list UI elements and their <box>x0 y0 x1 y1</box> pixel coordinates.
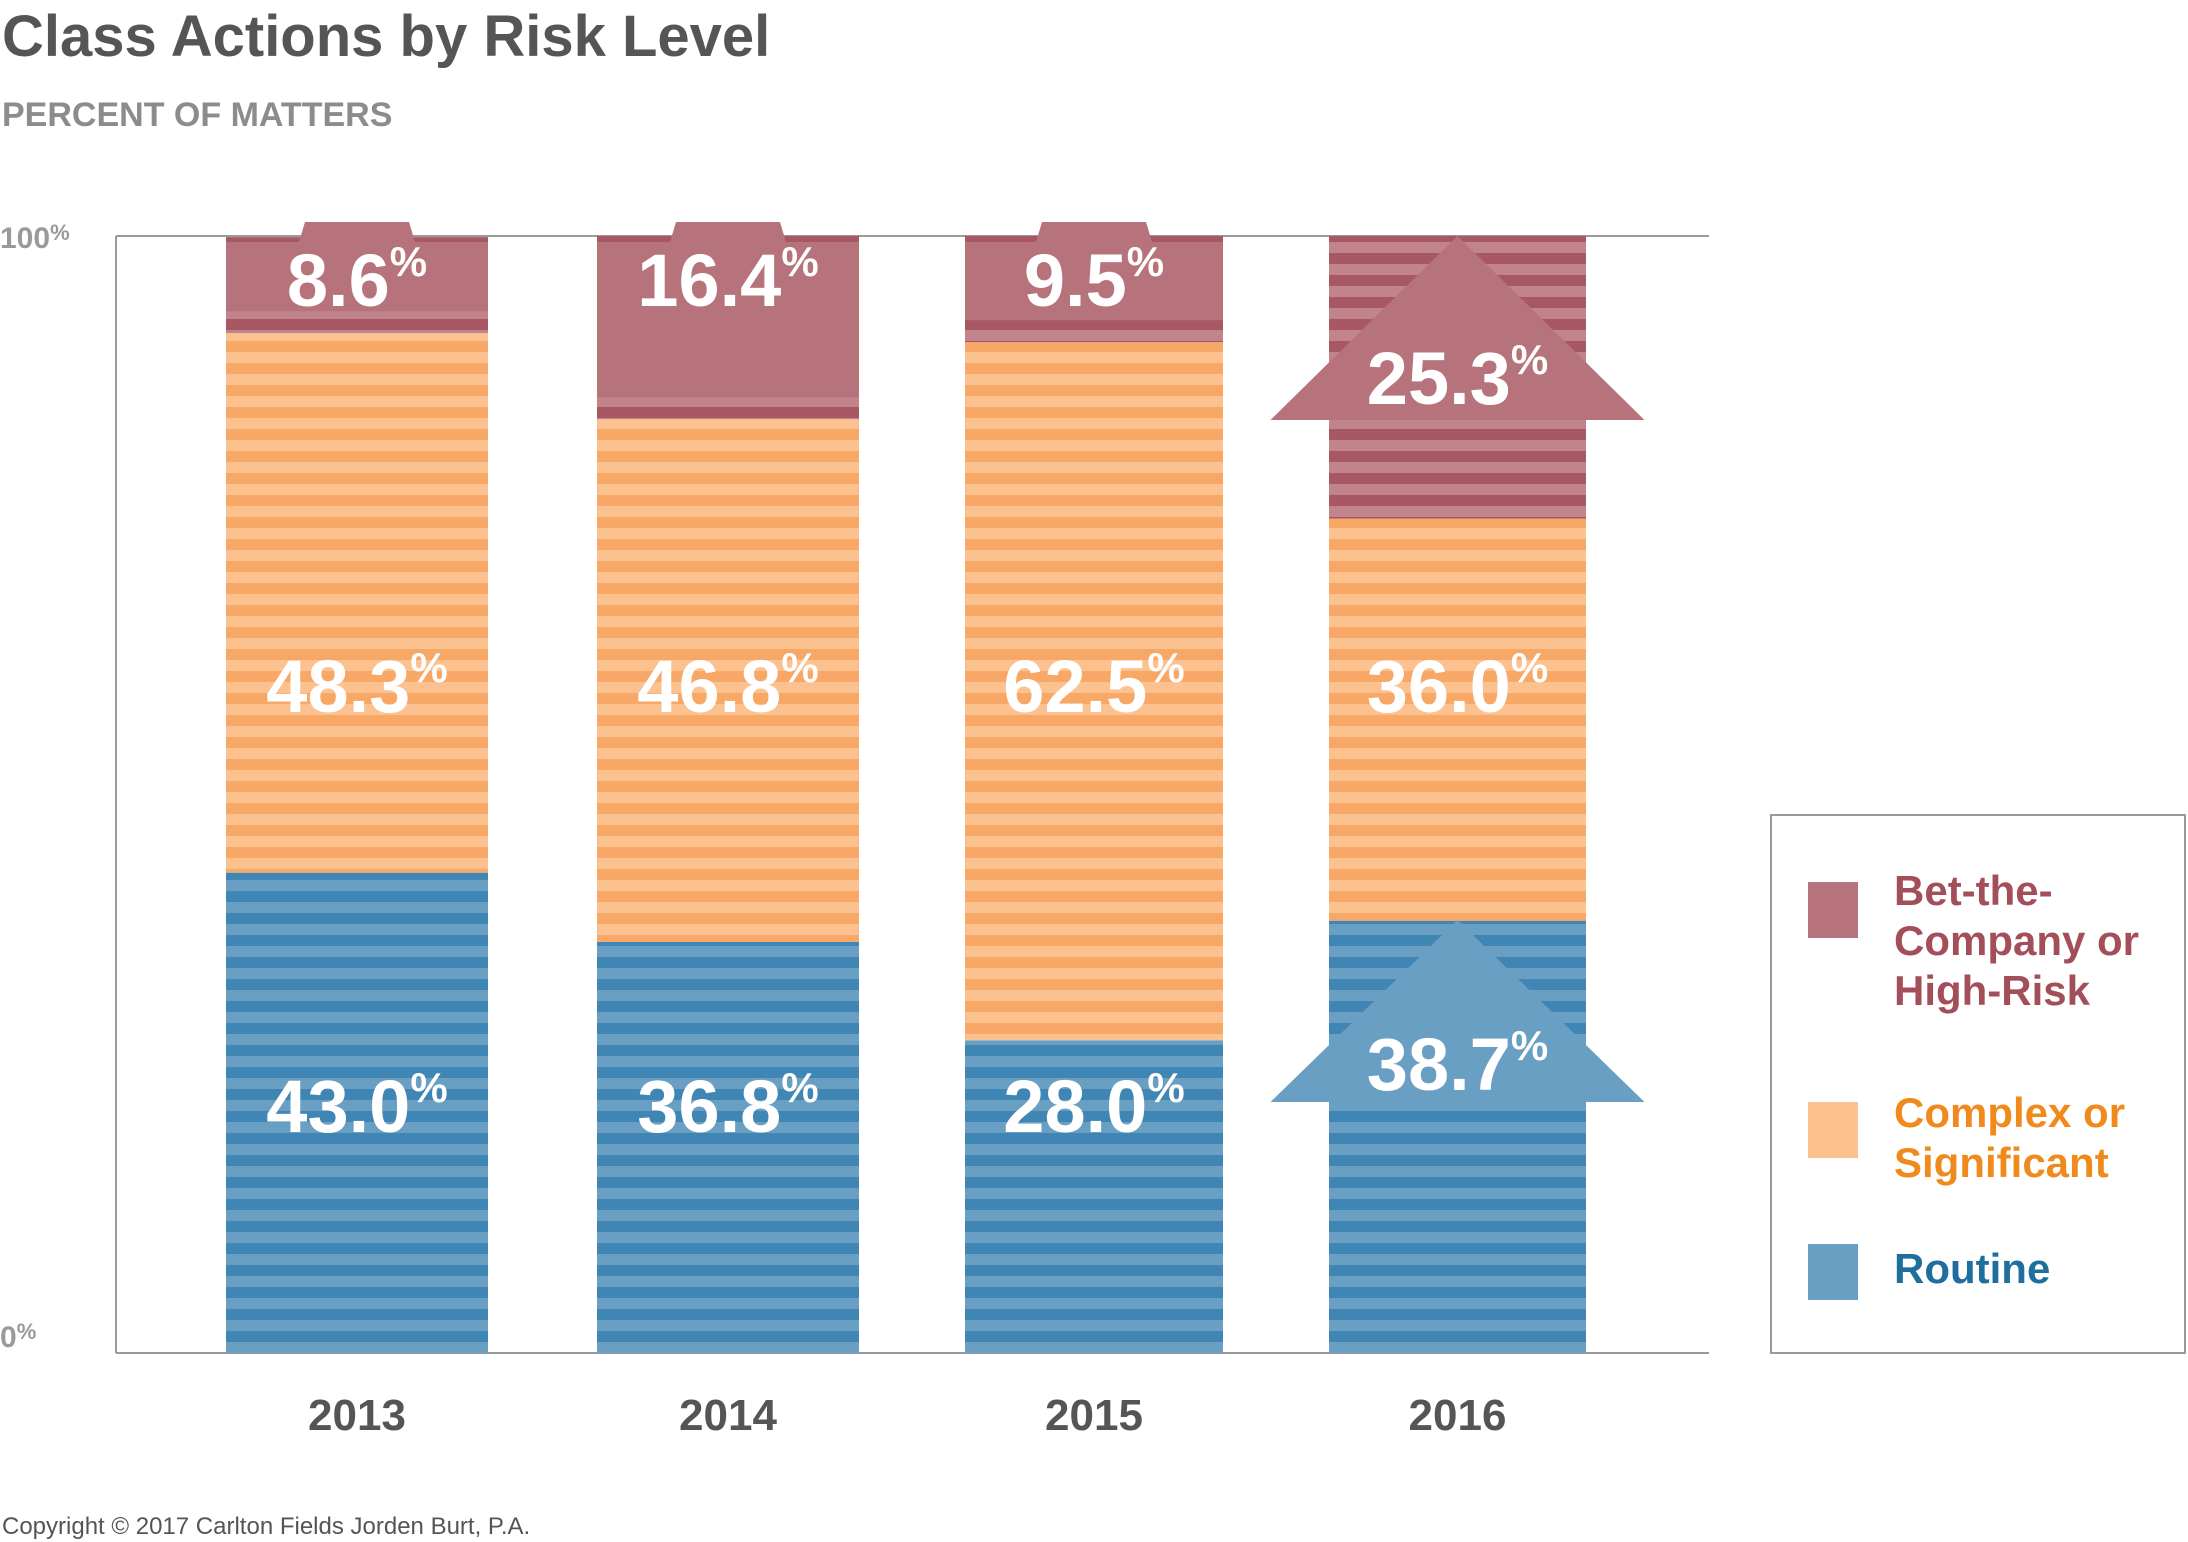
x-tick-label: 2015 <box>1045 1391 1143 1440</box>
legend-swatch <box>1808 1244 1858 1300</box>
legend-item-routine: Routine <box>1808 1244 2184 1300</box>
x-tick-label: 2014 <box>679 1391 777 1440</box>
legend-swatch <box>1808 1102 1858 1158</box>
legend-label: Complex or Significant <box>1894 1089 2126 1186</box>
legend-swatch <box>1808 882 1858 938</box>
value-label-complex-2014: 46.8% <box>637 644 818 728</box>
copyright-text: Copyright © 2017 Carlton Fields Jorden B… <box>2 1513 530 1540</box>
y-tick-label: 100% <box>0 220 70 255</box>
y-tick-label: 0% <box>0 1319 36 1354</box>
arrow-up-bet-the-company-icon <box>1270 236 1645 420</box>
bar-complex-or-significant-2014 <box>597 419 859 942</box>
legend-label: Bet-the- Company or High-Risk <box>1894 867 2140 1014</box>
arrow-up-routine-icon <box>1270 920 1645 1102</box>
bar-routine-2013 <box>226 872 488 1353</box>
bar-complex-or-significant-2015 <box>965 342 1223 1041</box>
value-label-bet-the-company-2013: 8.6% <box>287 238 427 322</box>
x-tick-label: 2013 <box>308 1391 406 1440</box>
value-label-complex-2013: 48.3% <box>266 644 447 728</box>
value-label-routine-2016: 38.7% <box>1367 1022 1548 1106</box>
bar-complex-or-significant-2013 <box>226 333 488 873</box>
chart-legend: Bet-the- Company or High-Risk Complex or Sig… <box>1770 814 2186 1354</box>
chart-title: Class Actions by Risk Level <box>2 4 770 69</box>
bar-cap-body-2013 <box>226 242 488 312</box>
x-tick-label: 2016 <box>1409 1391 1507 1440</box>
value-label-complex-2015: 62.5% <box>1003 644 1184 728</box>
value-label-routine-2014: 36.8% <box>637 1064 818 1148</box>
bar-routine-2015 <box>965 1040 1223 1353</box>
bar-cap-body-2015 <box>965 242 1223 321</box>
legend-item-complex-or-significant: Complex or Significant <box>1808 1088 2184 1188</box>
value-label-complex-2016: 36.0% <box>1367 644 1548 728</box>
legend-item-bet-the-company-or-high-risk: Bet-the- Company or High-Risk <box>1808 866 2184 1016</box>
bar-cap-body-2014 <box>597 242 859 398</box>
bar-complex-or-significant-2016 <box>1329 518 1586 921</box>
bar-routine-2014 <box>597 941 859 1353</box>
legend-label: Routine <box>1894 1245 2051 1292</box>
value-label-bet-the-company-2014: 16.4% <box>637 238 818 322</box>
value-label-routine-2013: 43.0% <box>266 1064 447 1148</box>
value-label-bet-the-company-2016: 25.3% <box>1367 336 1548 420</box>
chart-subtitle: PERCENT OF MATTERS <box>2 96 392 134</box>
value-label-routine-2015: 28.0% <box>1003 1064 1184 1148</box>
value-label-bet-the-company-2015: 9.5% <box>1024 238 1164 322</box>
